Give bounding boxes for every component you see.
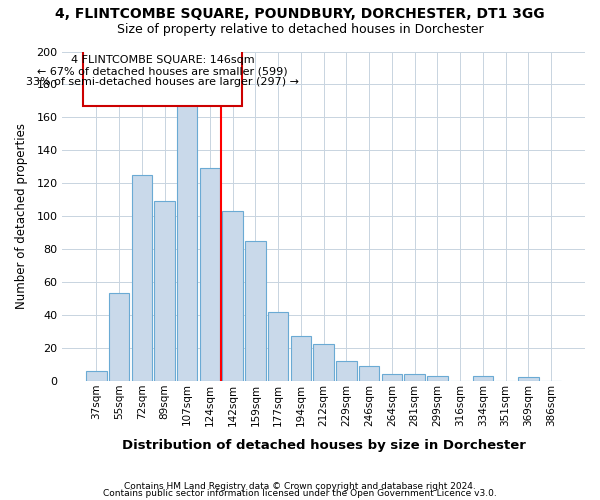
Bar xyxy=(177,101,197,380)
Bar xyxy=(154,202,175,380)
Bar xyxy=(404,374,425,380)
Bar xyxy=(109,294,129,380)
Text: Contains public sector information licensed under the Open Government Licence v3: Contains public sector information licen… xyxy=(103,490,497,498)
Bar xyxy=(86,371,107,380)
Text: 33% of semi-detached houses are larger (297) →: 33% of semi-detached houses are larger (… xyxy=(26,77,299,87)
Bar xyxy=(131,175,152,380)
Bar xyxy=(268,312,289,380)
X-axis label: Distribution of detached houses by size in Dorchester: Distribution of detached houses by size … xyxy=(122,440,526,452)
Bar xyxy=(473,376,493,380)
Y-axis label: Number of detached properties: Number of detached properties xyxy=(15,123,28,309)
FancyBboxPatch shape xyxy=(83,50,242,106)
Bar xyxy=(200,168,220,380)
Bar xyxy=(382,374,402,380)
Text: ← 67% of detached houses are smaller (599): ← 67% of detached houses are smaller (59… xyxy=(37,66,288,76)
Bar xyxy=(290,336,311,380)
Text: Contains HM Land Registry data © Crown copyright and database right 2024.: Contains HM Land Registry data © Crown c… xyxy=(124,482,476,491)
Text: 4 FLINTCOMBE SQUARE: 146sqm: 4 FLINTCOMBE SQUARE: 146sqm xyxy=(71,56,254,66)
Bar xyxy=(518,378,539,380)
Bar xyxy=(223,211,243,380)
Bar xyxy=(336,361,356,380)
Bar xyxy=(245,241,266,380)
Bar xyxy=(427,376,448,380)
Bar xyxy=(359,366,379,380)
Bar xyxy=(313,344,334,380)
Text: 4, FLINTCOMBE SQUARE, POUNDBURY, DORCHESTER, DT1 3GG: 4, FLINTCOMBE SQUARE, POUNDBURY, DORCHES… xyxy=(55,8,545,22)
Text: Size of property relative to detached houses in Dorchester: Size of property relative to detached ho… xyxy=(116,22,484,36)
